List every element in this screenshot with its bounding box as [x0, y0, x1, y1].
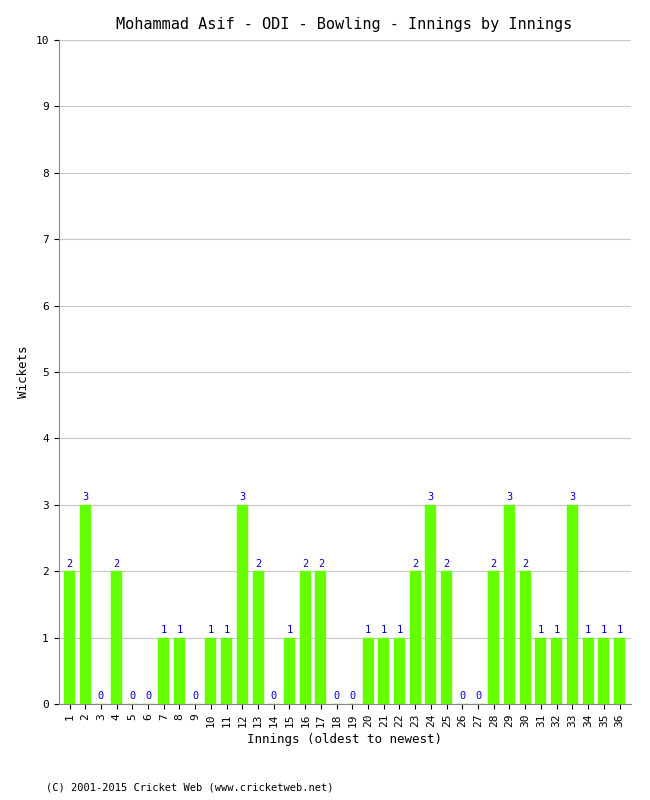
Bar [488, 571, 499, 704]
Bar [504, 505, 515, 704]
Bar [159, 638, 169, 704]
Text: 2: 2 [66, 558, 73, 569]
Text: 1: 1 [287, 625, 292, 635]
Text: 0: 0 [98, 691, 104, 702]
Text: 1: 1 [365, 625, 371, 635]
Bar [441, 571, 452, 704]
Title: Mohammad Asif - ODI - Bowling - Innings by Innings: Mohammad Asif - ODI - Bowling - Innings … [116, 17, 573, 32]
Text: 1: 1 [554, 625, 560, 635]
Text: 1: 1 [585, 625, 592, 635]
Text: 0: 0 [460, 691, 465, 702]
Text: 2: 2 [114, 558, 120, 569]
Text: (C) 2001-2015 Cricket Web (www.cricketweb.net): (C) 2001-2015 Cricket Web (www.cricketwe… [46, 782, 333, 792]
Bar [394, 638, 405, 704]
Text: 0: 0 [145, 691, 151, 702]
Text: 0: 0 [349, 691, 356, 702]
Text: 1: 1 [224, 625, 229, 635]
Bar [363, 638, 374, 704]
Text: 2: 2 [255, 558, 261, 569]
Text: 2: 2 [318, 558, 324, 569]
Bar [221, 638, 232, 704]
Text: 2: 2 [412, 558, 419, 569]
Bar [80, 505, 91, 704]
Text: 2: 2 [302, 558, 308, 569]
Y-axis label: Wickets: Wickets [17, 346, 30, 398]
Bar [64, 571, 75, 704]
Text: 1: 1 [396, 625, 402, 635]
Text: 1: 1 [616, 625, 623, 635]
Bar [111, 571, 122, 704]
Text: 3: 3 [569, 492, 575, 502]
Text: 1: 1 [161, 625, 167, 635]
Text: 2: 2 [443, 558, 450, 569]
Bar [315, 571, 326, 704]
Text: 3: 3 [239, 492, 246, 502]
Text: 0: 0 [129, 691, 135, 702]
Bar [598, 638, 609, 704]
Bar [205, 638, 216, 704]
Bar [300, 571, 311, 704]
Text: 3: 3 [506, 492, 513, 502]
Text: 1: 1 [538, 625, 544, 635]
X-axis label: Innings (oldest to newest): Innings (oldest to newest) [247, 733, 442, 746]
Text: 1: 1 [601, 625, 607, 635]
Text: 2: 2 [491, 558, 497, 569]
Bar [520, 571, 530, 704]
Text: 0: 0 [475, 691, 481, 702]
Bar [567, 505, 578, 704]
Text: 3: 3 [428, 492, 434, 502]
Text: 0: 0 [192, 691, 198, 702]
Bar [614, 638, 625, 704]
Bar [536, 638, 547, 704]
Bar [551, 638, 562, 704]
Text: 3: 3 [82, 492, 88, 502]
Bar [174, 638, 185, 704]
Text: 0: 0 [270, 691, 277, 702]
Bar [237, 505, 248, 704]
Bar [426, 505, 436, 704]
Text: 2: 2 [522, 558, 528, 569]
Text: 0: 0 [333, 691, 340, 702]
Bar [410, 571, 421, 704]
Text: 1: 1 [208, 625, 214, 635]
Bar [582, 638, 593, 704]
Text: 1: 1 [176, 625, 183, 635]
Text: 1: 1 [381, 625, 387, 635]
Bar [284, 638, 295, 704]
Bar [253, 571, 263, 704]
Bar [378, 638, 389, 704]
